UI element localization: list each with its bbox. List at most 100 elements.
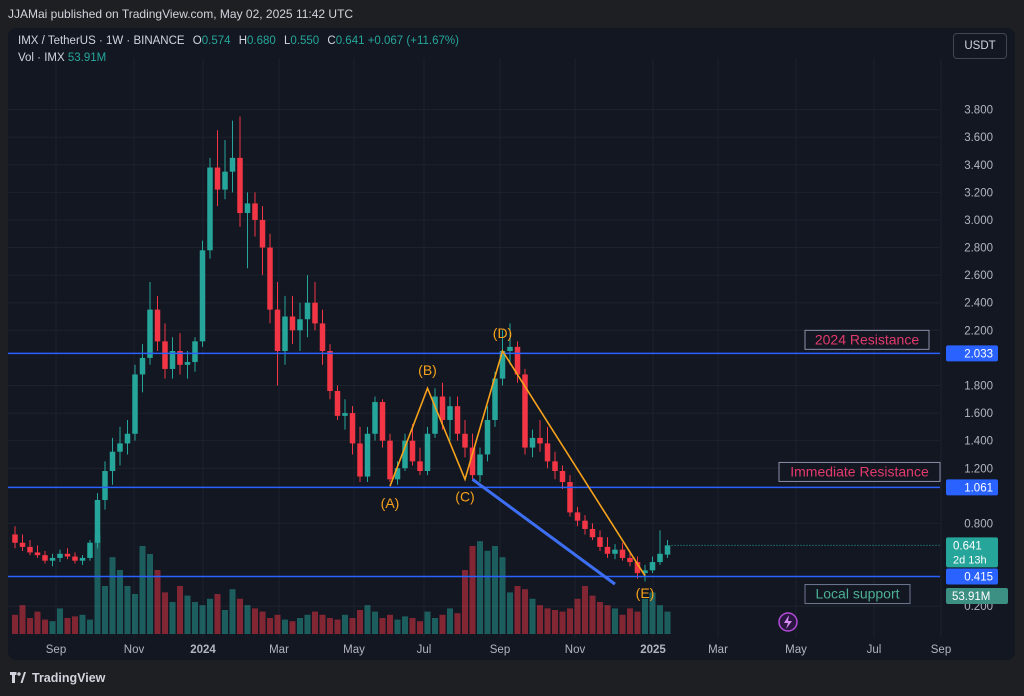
legend-open: 0.574	[201, 35, 231, 47]
volume-bar	[42, 619, 48, 634]
level-price-label: 1.061	[964, 482, 993, 494]
candle-body	[274, 309, 281, 351]
candle-body	[312, 302, 318, 324]
legend-change: +0.067 (+11.67%)	[367, 35, 459, 47]
candle-body	[12, 534, 18, 543]
candle-body	[447, 406, 453, 420]
candle-body	[214, 167, 221, 190]
wave-label: (A)	[381, 495, 400, 511]
volume-bar	[229, 589, 236, 634]
candle-body	[574, 512, 581, 521]
volume-axis-label: 53.91M	[952, 591, 990, 603]
volume-bar	[484, 550, 491, 634]
candle-body	[619, 549, 626, 558]
candle-body	[567, 482, 573, 513]
volume-bar	[432, 618, 438, 634]
candle-body	[124, 433, 131, 444]
time-tick-label: May	[785, 644, 807, 656]
candle-body	[252, 203, 258, 220]
time-tick-label: Jul	[417, 644, 432, 656]
price-tick-label: 2.800	[964, 243, 993, 255]
volume-bar	[514, 586, 521, 634]
time-tick-label: Nov	[124, 644, 145, 656]
volume-bar	[357, 610, 363, 634]
volume-bar	[424, 611, 431, 634]
candle-body	[507, 346, 513, 351]
time-tick-label: 2025	[640, 644, 666, 656]
volume-bar	[544, 608, 551, 634]
trend-line	[471, 478, 616, 586]
candle-body	[72, 556, 78, 561]
legend-open-key: O	[192, 35, 202, 47]
volume-bar	[627, 608, 633, 634]
candle-body	[267, 247, 273, 310]
legend-symbol[interactable]: IMX / TetherUS · 1W · BINANCE	[18, 35, 185, 47]
candle-body	[657, 553, 663, 563]
volume-bar	[552, 610, 558, 634]
candle-body	[364, 433, 371, 477]
candle-body	[19, 542, 26, 547]
volume-bar	[642, 598, 648, 634]
tradingview-logo-icon	[10, 672, 26, 683]
price-tick-label: 0.200	[964, 601, 993, 613]
chart-panel[interactable]: (A) (B) (C) (D) (E) 2024 Resistance Immediate …	[8, 28, 1015, 660]
candle-body	[154, 309, 161, 342]
volume-bar	[327, 618, 333, 634]
volume-bar	[267, 618, 273, 634]
candle-body	[379, 402, 386, 441]
volume-bar	[507, 592, 513, 634]
level-annotation-box	[804, 329, 930, 350]
candle-body	[87, 542, 93, 558]
level-annotation-text: 2024 Resistance	[815, 331, 920, 347]
candle-body	[49, 557, 56, 561]
volume-bar	[214, 594, 221, 634]
candle-body	[147, 309, 153, 358]
candlestick-chart[interactable]: (A) (B) (C) (D) (E) 2024 Resistance Immediate …	[8, 28, 1015, 660]
candle-body	[132, 374, 138, 434]
volume-legend: Vol · IMX 53.91M	[18, 52, 106, 64]
price-tick-label: 3.000	[964, 215, 993, 227]
price-tick-label: 1.800	[964, 380, 993, 392]
time-tick-label: Mar	[269, 644, 289, 656]
price-tick-label: 2.400	[964, 298, 993, 310]
candle-body	[559, 471, 566, 483]
candle-body	[409, 440, 416, 462]
candle-body	[552, 461, 558, 472]
legend-close: 0.641	[335, 35, 365, 47]
candle-body	[334, 391, 341, 416]
volume-bar	[664, 611, 671, 634]
volume-bar	[12, 614, 18, 634]
volume-bar	[469, 546, 476, 634]
volume-bar	[117, 570, 123, 634]
candle-body	[184, 362, 191, 365]
volume-bar	[522, 589, 528, 634]
candle-body	[664, 545, 671, 555]
candle-body	[529, 437, 536, 448]
price-tick-label: 3.600	[964, 132, 993, 144]
volume-bar	[252, 608, 258, 634]
candle-body	[424, 433, 431, 472]
volume-bar	[237, 598, 243, 634]
candle-body	[394, 468, 401, 480]
volume-bar	[57, 608, 63, 634]
candle-body	[207, 167, 213, 251]
volume-bar	[364, 605, 371, 634]
candle-body	[222, 171, 228, 190]
volume-bar	[72, 616, 78, 634]
volume-bar	[304, 614, 311, 634]
candle-body	[342, 413, 348, 416]
volume-bar	[574, 598, 581, 634]
volume-bar	[619, 614, 626, 634]
volume-label[interactable]: Vol · IMX	[18, 52, 65, 64]
candle-body	[537, 437, 543, 444]
level-price-tag	[946, 345, 998, 362]
candle-body	[64, 553, 71, 557]
countdown-label: 2d 13h	[953, 554, 987, 566]
volume-bar	[559, 611, 566, 634]
price-tick-label: 1.200	[964, 463, 993, 475]
candle-body	[634, 562, 641, 574]
candle-body	[492, 378, 498, 420]
candle-body	[582, 520, 588, 529]
volume-bar	[139, 546, 146, 634]
currency-button[interactable]: USDT	[953, 33, 1007, 59]
